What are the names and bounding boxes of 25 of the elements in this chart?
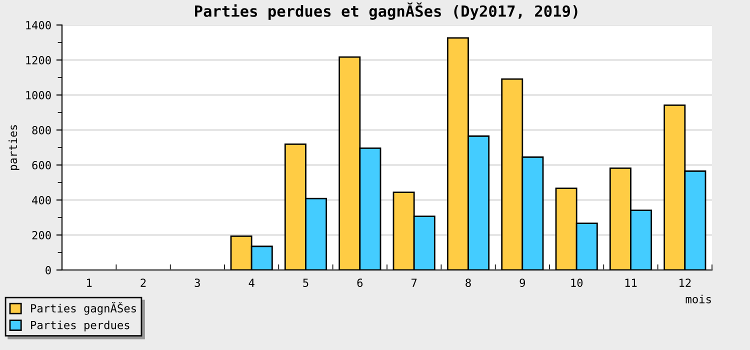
x-tick-label: 7 bbox=[411, 278, 417, 287]
x-tick-label: 1 bbox=[87, 278, 92, 287]
legend-label: Parties perdues bbox=[31, 320, 130, 332]
x-tick-label: 6 bbox=[357, 278, 363, 287]
x-tick-label: 10 bbox=[571, 278, 583, 287]
x-axis-title: mois bbox=[686, 294, 711, 304]
x-tick-label: 9 bbox=[520, 278, 526, 287]
x-tick-label: 12 bbox=[680, 278, 691, 287]
x-tick-label: 4 bbox=[248, 278, 254, 287]
y-tick-label: 1000 bbox=[26, 91, 51, 100]
y-tick-label: 400 bbox=[32, 196, 51, 204]
y-tick-label: 0 bbox=[46, 266, 51, 274]
y-axis-title: parties bbox=[8, 125, 20, 170]
x-tick-label: 5 bbox=[303, 278, 308, 287]
x-tick-label: 2 bbox=[140, 278, 146, 287]
y-tick-label: 1200 bbox=[26, 56, 51, 64]
legend-label: Parties gagnĂŠes bbox=[31, 302, 136, 315]
y-tick-label: 800 bbox=[32, 126, 51, 134]
y-tick-label: 1400 bbox=[26, 21, 51, 30]
y-tick-label: 600 bbox=[32, 161, 51, 170]
chart-title: Parties perdues et gagnĂŠes (Dy2017, 2019) bbox=[195, 2, 578, 20]
x-tick-label: 8 bbox=[466, 278, 471, 287]
x-tick-label: 11 bbox=[625, 278, 637, 287]
x-tick-label: 3 bbox=[194, 278, 200, 287]
y-tick-label: 200 bbox=[32, 231, 51, 240]
